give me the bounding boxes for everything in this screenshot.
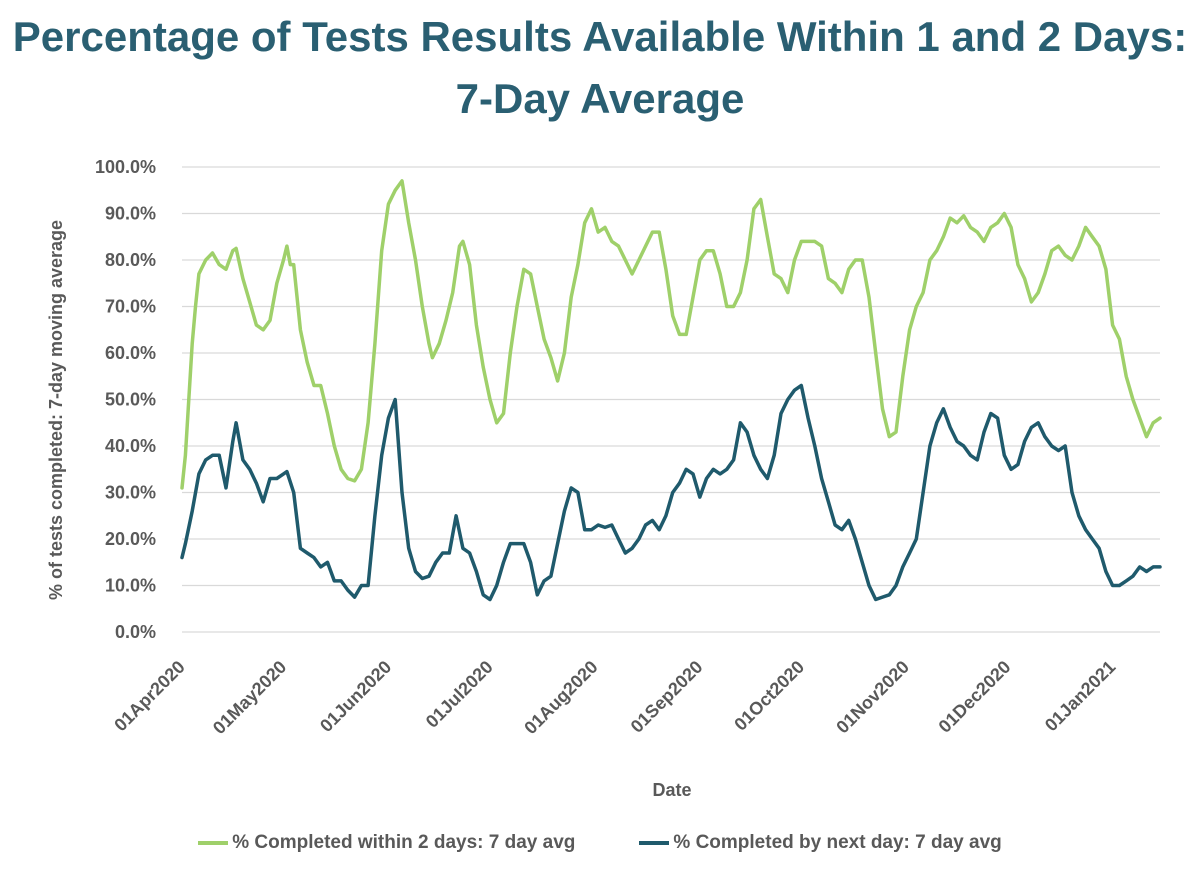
legend-label: % Completed within 2 days: 7 day avg <box>232 832 576 853</box>
y-tick-label: 70.0% <box>105 297 156 317</box>
series-line-within-2-days <box>180 179 1162 490</box>
y-tick-label: 20.0% <box>105 529 156 549</box>
chart-title: Percentage of Tests Results Available Wi… <box>12 13 1188 122</box>
y-tick-label: 0.0% <box>115 622 156 642</box>
y-axis-ticks: 0.0% 10.0% 20.0% 30.0% 40.0% 50.0% 60.0% 70.0% 8… <box>95 157 156 642</box>
series-lines <box>180 179 1162 602</box>
y-tick-label: 80.0% <box>105 250 156 270</box>
legend-item-within-2-days: % Completed within 2 days: 7 day avg <box>198 832 575 854</box>
x-tick-label: 01Jan2021 <box>1041 657 1120 736</box>
y-tick-label: 40.0% <box>105 436 156 456</box>
x-tick-label: 01Jul2020 <box>422 657 497 732</box>
x-tick-label: 01Sep2020 <box>627 657 707 737</box>
x-tick-label: 01Oct2020 <box>730 657 808 735</box>
y-tick-label: 60.0% <box>105 343 156 363</box>
y-tick-label: 100.0% <box>95 157 156 177</box>
x-axis-title: Date <box>652 780 691 800</box>
legend: % Completed within 2 days: 7 day avg % C… <box>0 832 1200 854</box>
legend-swatch-green <box>198 841 229 845</box>
series-line-next-day <box>180 383 1162 602</box>
x-tick-label: 01Apr2020 <box>110 657 189 736</box>
y-tick-label: 10.0% <box>105 576 156 596</box>
legend-swatch-teal <box>639 841 670 845</box>
x-tick-label: 01May2020 <box>209 657 290 738</box>
x-tick-label: 01Aug2020 <box>520 657 601 738</box>
y-tick-label: 90.0% <box>105 204 156 224</box>
legend-label: % Completed by next day: 7 day avg <box>673 832 1002 853</box>
x-tick-label: 01Nov2020 <box>832 657 913 738</box>
legend-item-next-day: % Completed by next day: 7 day avg <box>639 832 1002 854</box>
y-tick-label: 30.0% <box>105 483 156 503</box>
x-axis-ticks: 01Apr2020 01May2020 01Jun2020 01Jul2020 01Au… <box>110 657 1119 738</box>
x-tick-label: 01Dec2020 <box>935 657 1015 737</box>
x-tick-label: 01Jun2020 <box>316 657 395 736</box>
y-axis-title: % of tests completed: 7-day moving avera… <box>46 220 66 600</box>
y-tick-label: 50.0% <box>105 390 156 410</box>
